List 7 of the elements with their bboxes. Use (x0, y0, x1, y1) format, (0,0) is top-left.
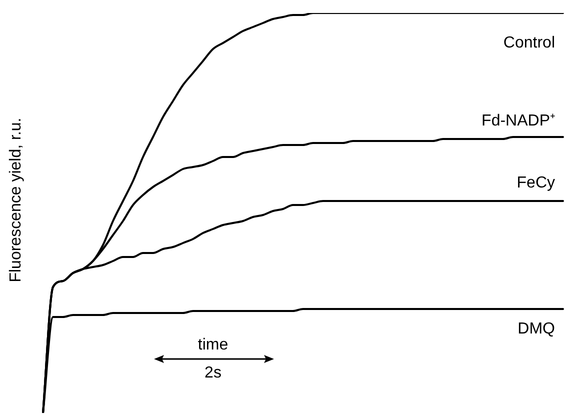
y-axis-title: Fluorescence yield, r.u. (7, 118, 24, 282)
series-label: DMQ (518, 320, 555, 338)
series-label: Fd-NADP⁺ (482, 112, 555, 130)
annotation: 2s (204, 364, 222, 382)
annotation: time (198, 336, 228, 354)
series-label: FeCy (516, 174, 555, 192)
series-label: Control (503, 34, 555, 52)
